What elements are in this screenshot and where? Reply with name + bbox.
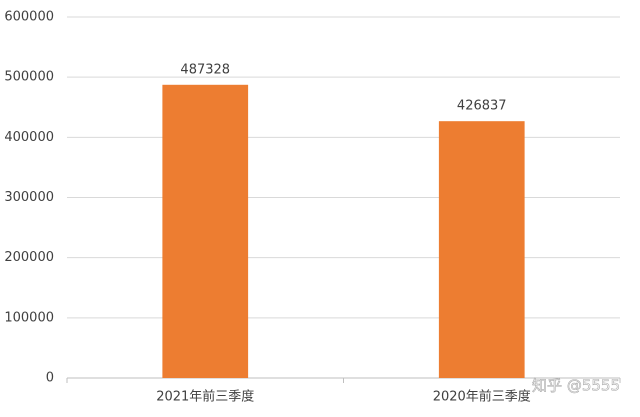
- bar: [162, 84, 249, 378]
- y-tick-label: 400000: [4, 130, 54, 145]
- bar: [438, 121, 525, 378]
- y-tick-label: 300000: [4, 190, 54, 205]
- y-tick-label: 600000: [4, 10, 54, 25]
- watermark: 知乎 @5555: [532, 377, 620, 395]
- x-tick-label: 2021年前三季度: [156, 389, 254, 405]
- y-tick-label: 500000: [4, 70, 54, 85]
- y-tick-label: 0: [46, 371, 54, 386]
- x-tick-label: 2020年前三季度: [433, 389, 531, 405]
- data-label: 487328: [180, 62, 230, 77]
- y-tick-label: 100000: [4, 310, 54, 325]
- y-tick-label: 200000: [4, 250, 54, 265]
- data-label: 426837: [457, 99, 507, 114]
